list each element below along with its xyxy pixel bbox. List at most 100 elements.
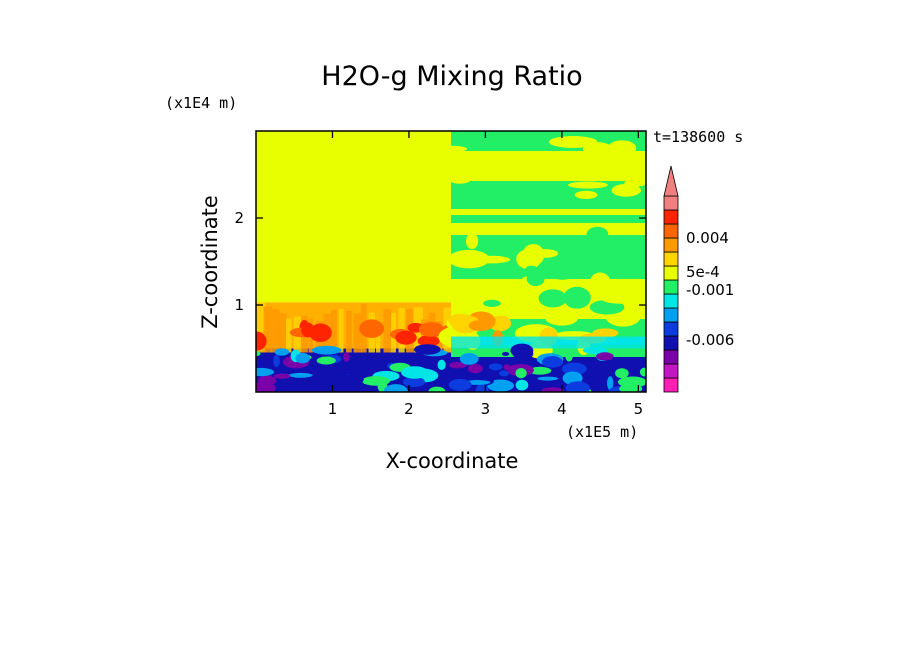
x-axis-ticks: 1 2 3 4 5 [328, 131, 643, 418]
turbulence-blob [515, 379, 529, 391]
plume-streak [331, 309, 338, 353]
mixed-blob [550, 265, 576, 280]
cyan-layer [451, 336, 646, 349]
x-tick-label: 4 [557, 400, 567, 418]
colorbar-label: 5e-4 [686, 263, 720, 281]
turbulence-blob [361, 376, 391, 386]
mixed-blob [582, 257, 602, 275]
colorbar-segment [663, 349, 679, 365]
x-tick-label: 1 [328, 400, 338, 418]
plot-frame [255, 130, 647, 393]
mixed-blob [526, 270, 545, 287]
turbulence-blob [615, 368, 629, 379]
turbulence-blob [414, 344, 441, 355]
plume-core [417, 335, 440, 347]
x-axis-label: X-coordinate [386, 449, 519, 473]
upper-band [451, 131, 646, 139]
plume-core [359, 319, 384, 339]
upper-blob [435, 145, 468, 153]
turbulence-blob [475, 383, 489, 392]
plume-streak [256, 302, 266, 353]
turbulence-blob [311, 345, 342, 355]
mixed-blob [465, 233, 479, 250]
turbulence-blob [528, 366, 552, 375]
turbulence-blob [437, 359, 446, 371]
turbulence-blob [565, 350, 573, 362]
turbulence-blob [515, 368, 527, 379]
plot-field [256, 131, 646, 392]
upper-blob [574, 190, 598, 199]
x-tick-label: 2 [404, 400, 414, 418]
colorbar-segment [663, 265, 679, 281]
turbulence-blob [499, 370, 509, 377]
colorbar-segment [663, 335, 679, 351]
plume-streak [338, 309, 344, 353]
mixed-blob [620, 242, 646, 257]
turbulence-blob [541, 356, 563, 368]
plume-streak [346, 310, 352, 353]
colorbar-segment [663, 307, 679, 323]
upper-blob [617, 166, 646, 181]
right-plume [468, 320, 489, 331]
upper-band [451, 223, 646, 235]
upper-blob [611, 183, 642, 197]
y-unit-label: (x1E4 m) [165, 94, 237, 112]
colorbar-segment [663, 293, 679, 309]
region-upper-left-uniform [256, 131, 451, 303]
turbulence-blob [448, 378, 472, 391]
colorbar-label: 0.004 [686, 229, 729, 247]
turbulence-blob [401, 366, 429, 379]
y-axis-label: Z-coordinate [198, 195, 222, 329]
mixed-blob [525, 265, 538, 272]
turbulence-blob [428, 386, 446, 392]
mixed-blob [538, 289, 567, 308]
mixed-blob [586, 226, 609, 242]
colorbar-extend-arrow [663, 165, 679, 197]
x-tick-label: 3 [481, 400, 491, 418]
mixed-blob [590, 272, 611, 291]
colorbar-segment [663, 321, 679, 337]
plume-streak [263, 306, 272, 353]
upper-blob [447, 171, 473, 184]
mixed-blob [545, 309, 579, 326]
y-axis-ticks: 12 [234, 209, 646, 314]
turbulence-blob [402, 376, 426, 388]
mixed-blob [483, 299, 501, 307]
mixed-blob [601, 293, 642, 304]
turbulence-blob [501, 351, 510, 356]
plume-streak [271, 308, 280, 353]
colorbar-segment [663, 223, 679, 239]
y-tick-label: 2 [234, 209, 244, 227]
turbulence-blob [295, 352, 310, 364]
time-label: t=138600 s [653, 128, 743, 146]
turbulence-blob [459, 353, 479, 365]
turbulence-blob [273, 354, 280, 368]
x-tick-label: 5 [634, 400, 644, 418]
colorbar-segment [663, 237, 679, 253]
colorbar-label: -0.006 [686, 331, 734, 349]
mixed-blob [462, 281, 493, 300]
colorbar-segment [663, 363, 679, 379]
plume-core [395, 330, 417, 345]
mixed-blob [501, 299, 538, 312]
colorbar-segment [663, 377, 679, 393]
turbulence-blob [448, 361, 467, 369]
colorbar-segment [663, 279, 679, 295]
mixed-blob [531, 249, 559, 258]
plume-core [301, 322, 315, 338]
turbulence-blob [537, 376, 559, 381]
mixed-blob [479, 238, 498, 256]
turbulence-blob [488, 363, 503, 371]
upper-blob [582, 142, 613, 156]
plume-streak [278, 313, 287, 353]
turbulence-blob [607, 376, 614, 391]
plume-streak [286, 318, 292, 353]
plume-streak [353, 313, 362, 353]
turbulence-blob [343, 352, 350, 362]
upper-blob [607, 140, 637, 156]
y-tick-label: 1 [234, 296, 244, 314]
right-plume [499, 316, 511, 330]
upper-band [451, 209, 646, 215]
